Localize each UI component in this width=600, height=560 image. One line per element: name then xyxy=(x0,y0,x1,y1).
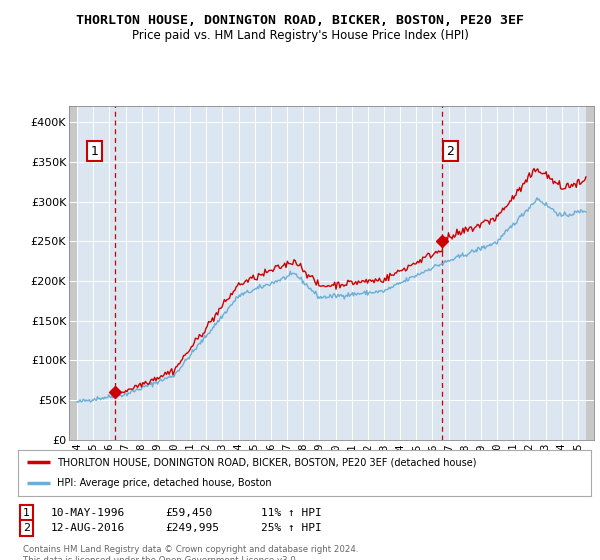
Text: 1: 1 xyxy=(23,508,30,518)
Text: 12-AUG-2016: 12-AUG-2016 xyxy=(51,523,125,533)
Text: THORLTON HOUSE, DONINGTON ROAD, BICKER, BOSTON, PE20 3EF: THORLTON HOUSE, DONINGTON ROAD, BICKER, … xyxy=(76,14,524,27)
Bar xyxy=(586,106,594,440)
Text: Price paid vs. HM Land Registry's House Price Index (HPI): Price paid vs. HM Land Registry's House … xyxy=(131,29,469,42)
Text: 2: 2 xyxy=(23,523,30,533)
Text: 10-MAY-1996: 10-MAY-1996 xyxy=(51,508,125,518)
Text: 1: 1 xyxy=(90,145,98,158)
Text: THORLTON HOUSE, DONINGTON ROAD, BICKER, BOSTON, PE20 3EF (detached house): THORLTON HOUSE, DONINGTON ROAD, BICKER, … xyxy=(57,457,476,467)
Text: £59,450: £59,450 xyxy=(165,508,212,518)
Text: HPI: Average price, detached house, Boston: HPI: Average price, detached house, Bost… xyxy=(57,478,272,488)
Text: £249,995: £249,995 xyxy=(165,523,219,533)
Text: 2: 2 xyxy=(446,145,454,158)
Bar xyxy=(586,106,594,440)
Text: 25% ↑ HPI: 25% ↑ HPI xyxy=(261,523,322,533)
Bar xyxy=(69,106,77,440)
Text: 11% ↑ HPI: 11% ↑ HPI xyxy=(261,508,322,518)
Bar xyxy=(69,106,77,440)
Text: Contains HM Land Registry data © Crown copyright and database right 2024.
This d: Contains HM Land Registry data © Crown c… xyxy=(23,545,358,560)
